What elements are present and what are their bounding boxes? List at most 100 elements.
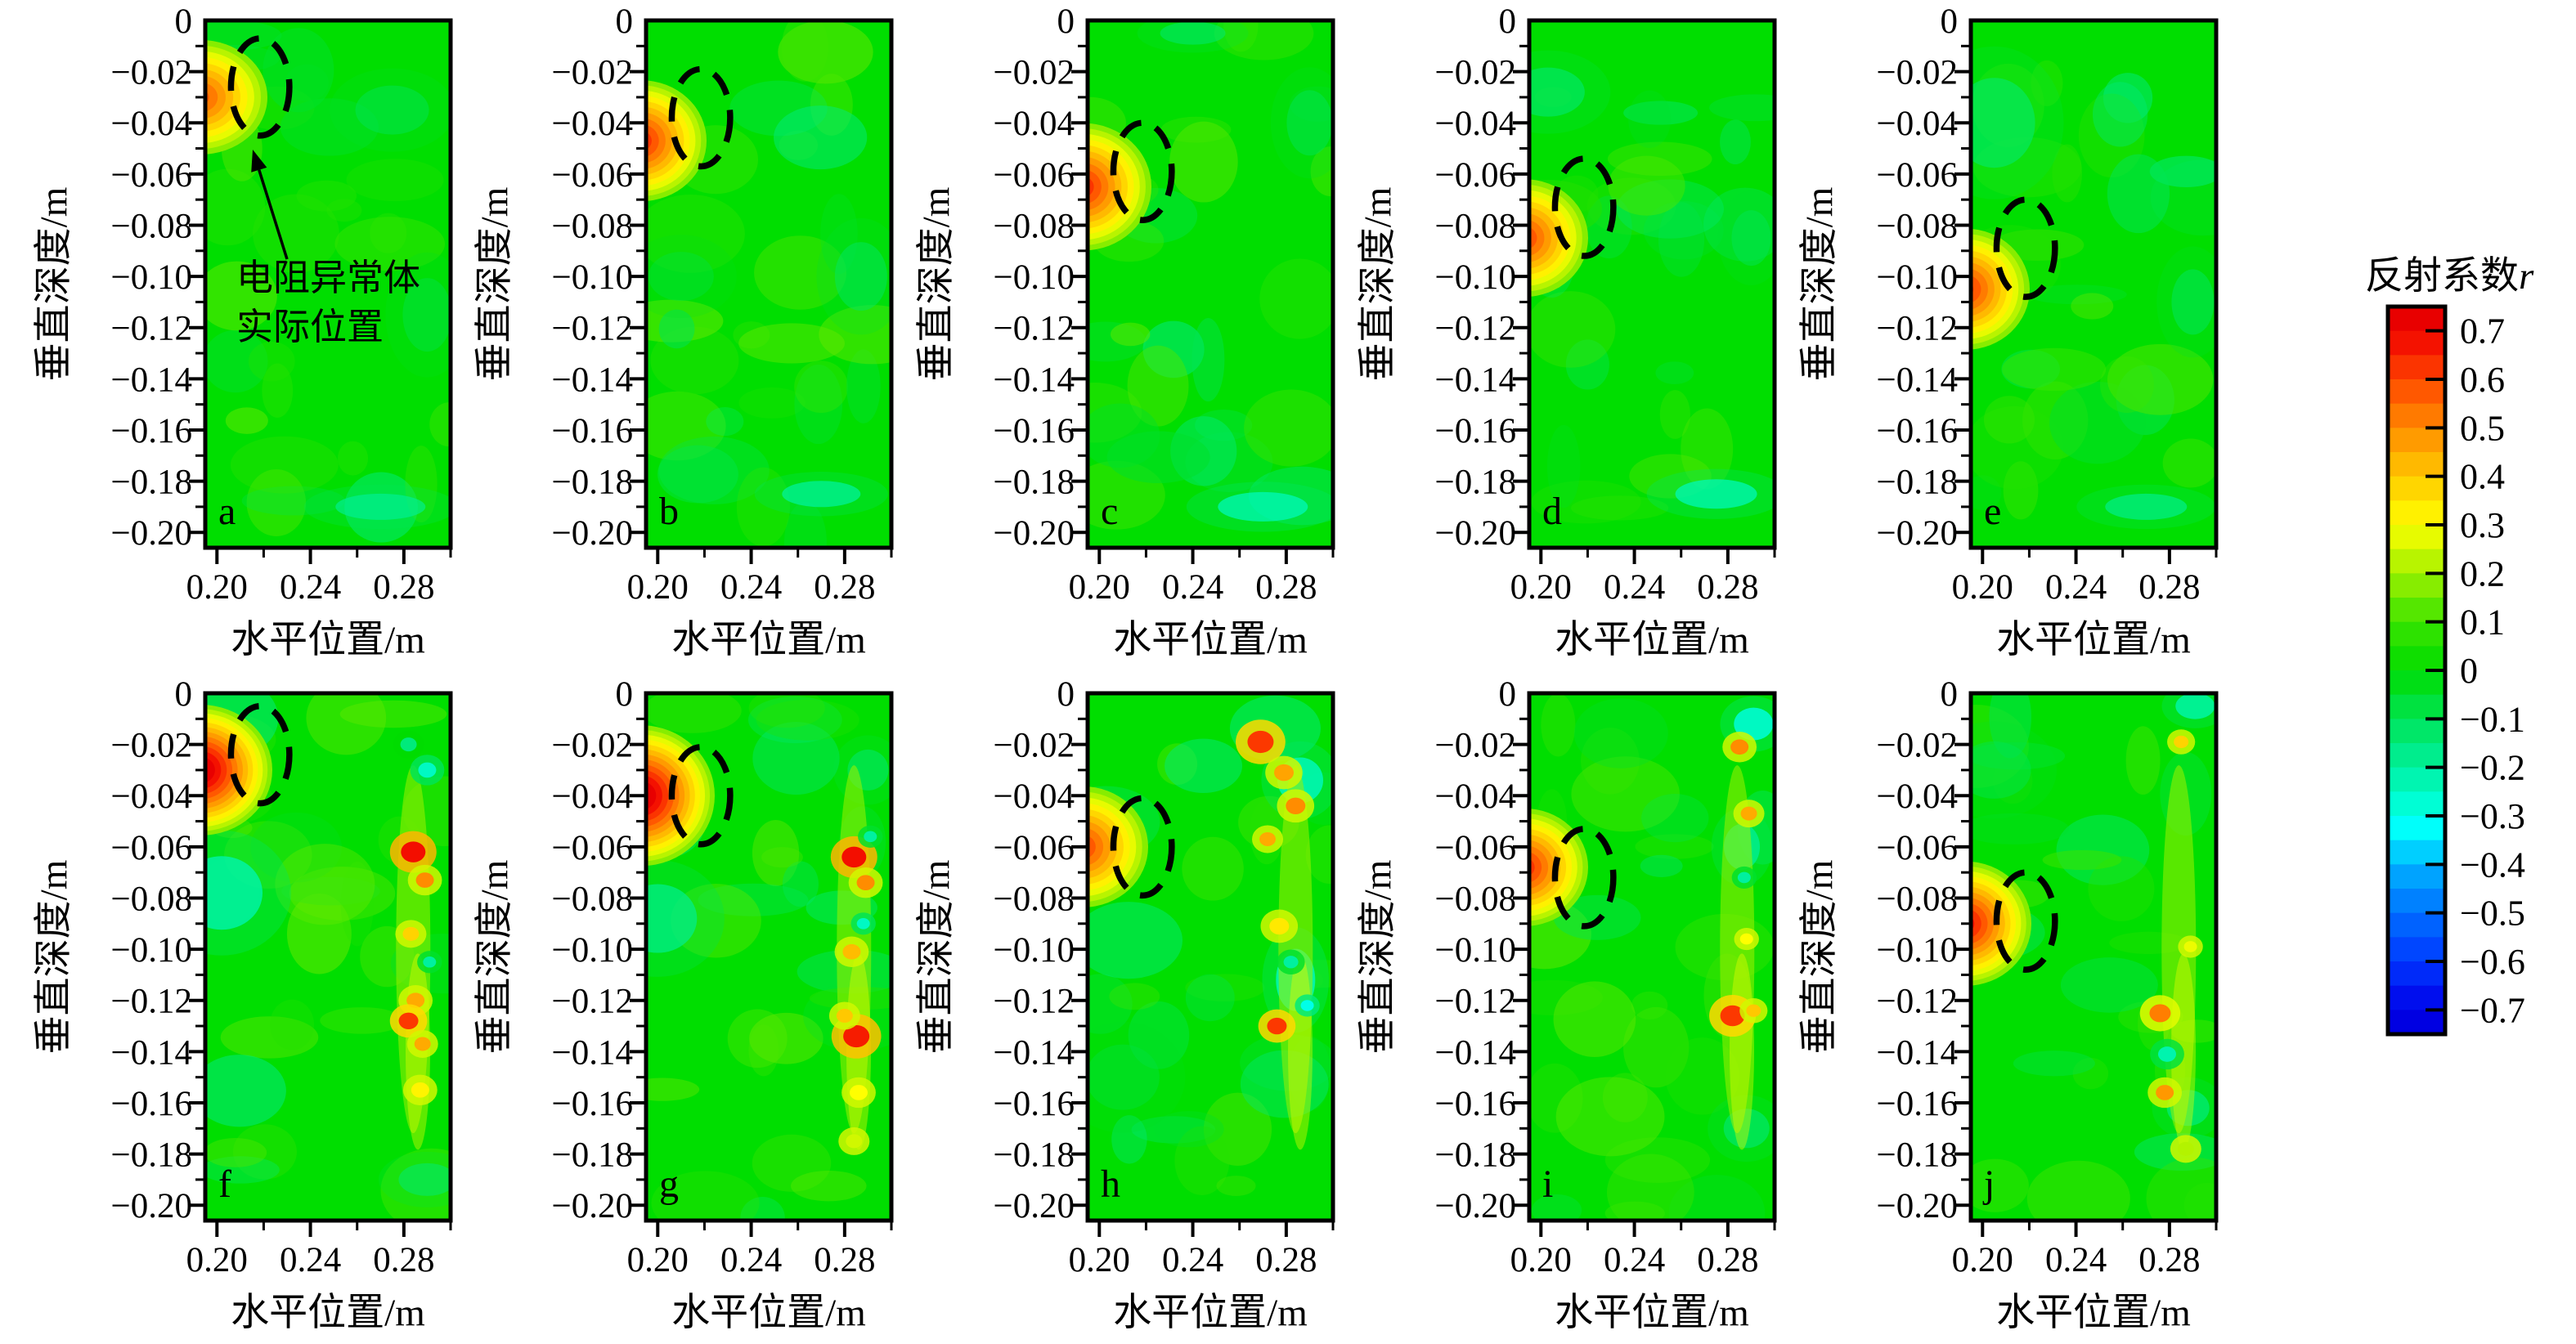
colorbar-tick-label: 0.3 xyxy=(2460,505,2505,545)
texture-blob xyxy=(286,893,352,974)
y-tick-label: −0.02 xyxy=(551,54,633,92)
texture-blob xyxy=(250,812,342,883)
texture-blob xyxy=(205,329,268,393)
texture-blob xyxy=(740,1197,785,1221)
cold-spot-halo xyxy=(1971,721,2058,819)
colorbar-band xyxy=(2388,961,2445,987)
colorbar-band xyxy=(2388,379,2445,405)
x-tick-label: 0.28 xyxy=(1255,568,1317,607)
x-tick-label: 0.24 xyxy=(1604,1241,1665,1279)
x-tick-label: 0.24 xyxy=(280,568,341,607)
y-tick-label: −0.18 xyxy=(551,464,633,502)
y-tick-label: 0 xyxy=(1941,675,1959,714)
anomaly-contour-band xyxy=(646,124,659,157)
colorbar-band xyxy=(2388,864,2445,889)
texture-blob xyxy=(2071,293,2114,320)
y-tick-label: −0.20 xyxy=(1876,1187,1958,1225)
texture-blob xyxy=(1529,979,1603,1016)
x-tick-label: 0.20 xyxy=(1069,568,1130,607)
y-tick-label: −0.16 xyxy=(1876,412,1958,450)
y-tick-label: −0.04 xyxy=(551,105,633,143)
texture-blob xyxy=(1088,383,1142,443)
y-tick-label: −0.12 xyxy=(1434,983,1516,1021)
contour-plot-g xyxy=(646,693,891,1221)
anomaly-true-position-ellipse xyxy=(227,35,293,139)
speckle xyxy=(1259,831,1276,846)
texture-blob xyxy=(646,1077,700,1101)
texture-blob xyxy=(1571,495,1669,521)
texture-blob xyxy=(1604,1201,1665,1221)
speckle xyxy=(414,1037,431,1051)
colorbar-band xyxy=(2388,355,2445,380)
noise-streak xyxy=(1288,953,1313,1150)
x-axis-title: 水平位置/m xyxy=(231,1292,425,1334)
cold-spot xyxy=(1734,707,1774,741)
texture-blob xyxy=(1546,424,1581,508)
colorbar-band xyxy=(2388,840,2445,865)
colorbar-tick-label: −0.7 xyxy=(2460,990,2525,1030)
speckle xyxy=(1740,806,1757,821)
texture-blob xyxy=(1565,339,1609,390)
texture-blob xyxy=(729,80,828,137)
texture-blob xyxy=(233,1124,297,1180)
contour-plot-f xyxy=(205,693,451,1221)
texture-blob xyxy=(1655,361,1694,385)
texture-blob xyxy=(727,1009,788,1068)
speckle xyxy=(1247,730,1274,754)
texture-blob xyxy=(289,867,396,921)
cold-spot xyxy=(1675,479,1757,509)
y-tick-label: −0.10 xyxy=(551,931,633,970)
y-tick-label: −0.08 xyxy=(1434,207,1516,245)
y-tick-label: −0.16 xyxy=(551,1085,633,1123)
texture-blob xyxy=(1635,834,1714,859)
panel-e: e 0 −0.02 −0.04 −0.06 −0.08 −0.10 −0.12 −0.14 −0.… xyxy=(1798,2,2219,661)
annotation-line2: 实际位置 xyxy=(236,307,384,347)
colorbar-band xyxy=(2388,791,2445,817)
texture-blob xyxy=(2026,1160,2130,1221)
x-tick-label: 0.24 xyxy=(280,1241,341,1279)
y-tick-label: −0.16 xyxy=(993,1085,1075,1123)
panel-letter-b: b xyxy=(659,490,679,533)
texture-blob xyxy=(1259,258,1333,339)
y-tick-label: −0.12 xyxy=(1434,310,1516,348)
contour-plot-a xyxy=(205,20,451,548)
plot-border xyxy=(1085,691,1335,1223)
texture-blob xyxy=(1305,825,1333,885)
cold-spot xyxy=(2105,493,2188,520)
texture-blob xyxy=(1989,693,2031,759)
texture-blob xyxy=(1622,1006,1690,1088)
texture-blob xyxy=(1110,322,1151,347)
texture-blob xyxy=(2013,1051,2095,1077)
y-tick-label: −0.20 xyxy=(993,514,1075,553)
texture-blob xyxy=(778,20,873,84)
y-tick-label: −0.10 xyxy=(1434,931,1516,970)
y-tick-label: 0 xyxy=(1941,2,1959,41)
colorbar-band xyxy=(2388,330,2445,356)
plot-border xyxy=(203,18,453,550)
texture-blob xyxy=(1616,179,1724,239)
cold-spot xyxy=(2171,269,2215,335)
cold-spot xyxy=(648,252,714,302)
y-tick-label: −0.12 xyxy=(993,983,1075,1021)
y-tick-label: −0.04 xyxy=(551,777,633,816)
texture-blob xyxy=(747,696,842,744)
texture-blob xyxy=(1088,403,1160,468)
speckle xyxy=(1269,917,1290,935)
anomaly-true-position-ellipse xyxy=(668,744,734,848)
colorbar-tick-label: 0.7 xyxy=(2460,311,2505,352)
y-tick-label: 0 xyxy=(1057,2,1075,41)
colorbar: 0.7 0.6 0.5 0.4 0.3 0.2 0.1 0 −0.1 −0.2 −0.3 −0.4 −0… xyxy=(2365,255,2534,1037)
texture-blob xyxy=(1088,974,1133,1034)
texture-blob xyxy=(205,20,282,51)
colorbar-tick-label: 0.5 xyxy=(2460,408,2505,448)
texture-blob xyxy=(1602,1073,1648,1122)
y-tick-label: 0 xyxy=(1499,2,1517,41)
panel-h: h 0 −0.02 −0.04 −0.06 −0.08 −0.10 −0.12 −0.14 −0.… xyxy=(915,675,1335,1334)
y-tick-label: −0.08 xyxy=(1876,207,1958,245)
y-tick-label: 0 xyxy=(616,2,634,41)
texture-blob xyxy=(756,699,859,741)
texture-blob xyxy=(263,28,334,113)
y-tick-label: −0.12 xyxy=(551,983,633,1021)
colorbar-tick-label: −0.5 xyxy=(2460,894,2525,934)
anomaly-contour-band xyxy=(1088,177,1094,196)
